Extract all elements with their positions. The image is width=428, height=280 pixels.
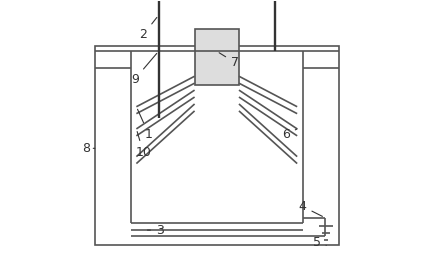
Text: 10: 10 xyxy=(135,132,151,159)
Bar xyxy=(195,29,239,85)
Text: 6: 6 xyxy=(282,128,297,141)
Text: 9: 9 xyxy=(131,53,157,85)
Text: 1: 1 xyxy=(137,109,153,141)
Text: 5: 5 xyxy=(312,236,326,249)
Text: 7: 7 xyxy=(219,53,239,69)
Text: 2: 2 xyxy=(140,17,157,41)
Text: 4: 4 xyxy=(299,200,322,216)
Bar xyxy=(95,46,339,245)
Text: 3: 3 xyxy=(148,224,164,237)
Text: 8: 8 xyxy=(83,142,95,155)
